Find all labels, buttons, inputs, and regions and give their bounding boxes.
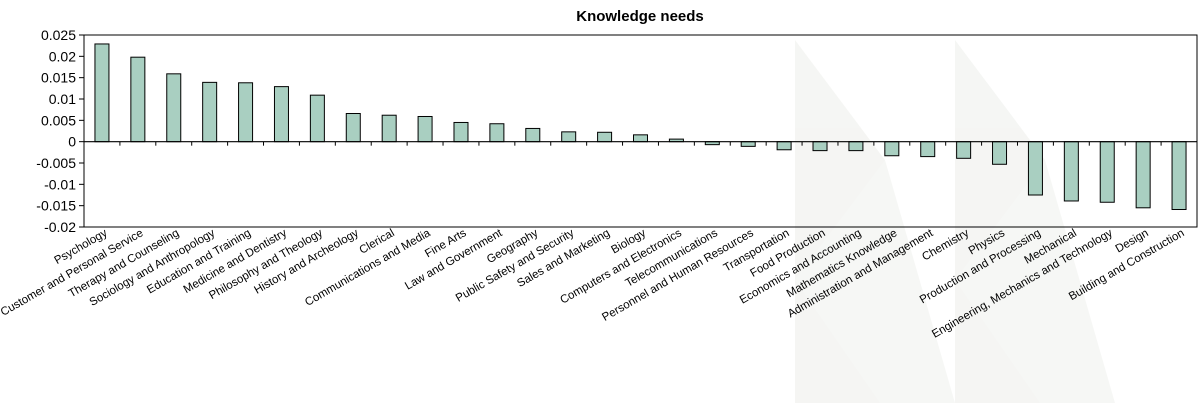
bar xyxy=(597,131,613,143)
bar xyxy=(381,114,397,143)
y-tick-label: -0.005 xyxy=(36,155,76,171)
bar xyxy=(776,141,792,151)
bar xyxy=(956,141,972,159)
y-tick-label: 0.015 xyxy=(41,70,76,86)
chart-title: Knowledge needs xyxy=(576,8,704,25)
bar xyxy=(1099,141,1115,203)
x-tick-label: Customer and Personal Service xyxy=(0,227,145,319)
bar xyxy=(94,43,110,143)
y-tick-label: 0.02 xyxy=(49,48,76,64)
bar xyxy=(453,121,469,143)
y-tick-label: -0.015 xyxy=(36,198,76,214)
plot-frame xyxy=(83,34,1198,228)
bar xyxy=(561,131,577,143)
y-tick-label: 0.005 xyxy=(41,112,76,128)
watermark xyxy=(795,40,1115,403)
y-tick-label: -0.01 xyxy=(44,176,76,192)
bar xyxy=(345,113,361,143)
bar xyxy=(884,141,900,157)
bar xyxy=(525,127,541,143)
bar xyxy=(489,123,505,143)
bar xyxy=(166,73,182,143)
bar xyxy=(273,86,289,143)
bar xyxy=(417,115,433,143)
bar xyxy=(1135,141,1151,209)
bar xyxy=(1063,141,1079,202)
y-tick-label: -0.02 xyxy=(44,219,76,235)
bar xyxy=(1171,141,1187,211)
bar xyxy=(1027,141,1043,196)
bar xyxy=(992,141,1008,165)
bar xyxy=(812,141,828,152)
bar xyxy=(740,141,756,147)
bar xyxy=(130,56,146,143)
bar xyxy=(633,134,648,143)
y-tick-label: 0 xyxy=(68,134,76,150)
bar xyxy=(309,94,325,143)
bar xyxy=(920,141,936,158)
bar xyxy=(202,81,218,143)
y-tick-label: 0.01 xyxy=(49,91,76,107)
bar xyxy=(238,82,254,143)
bar xyxy=(848,141,864,152)
y-tick-label: 0.025 xyxy=(41,27,76,43)
